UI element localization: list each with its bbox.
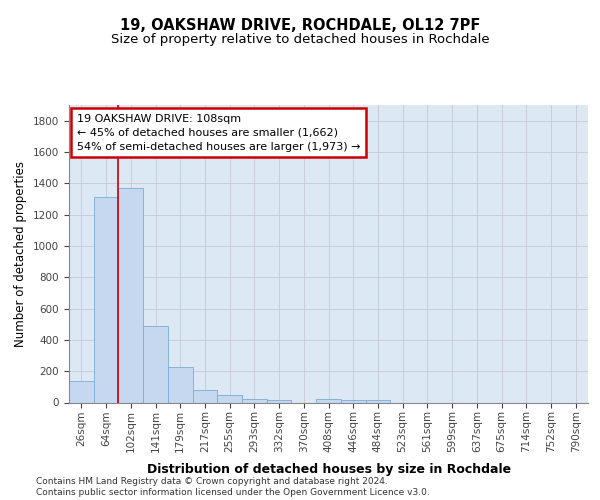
Text: 19 OAKSHAW DRIVE: 108sqm
← 45% of detached houses are smaller (1,662)
54% of sem: 19 OAKSHAW DRIVE: 108sqm ← 45% of detach…: [77, 114, 360, 152]
Bar: [143, 326, 168, 402]
Bar: [118, 188, 143, 402]
Y-axis label: Number of detached properties: Number of detached properties: [14, 161, 28, 347]
Text: Contains HM Land Registry data © Crown copyright and database right 2024.
Contai: Contains HM Land Registry data © Crown c…: [36, 478, 430, 497]
Text: 19, OAKSHAW DRIVE, ROCHDALE, OL12 7PF: 19, OAKSHAW DRIVE, ROCHDALE, OL12 7PF: [120, 18, 480, 34]
Bar: [94, 198, 118, 402]
Text: Distribution of detached houses by size in Rochdale: Distribution of detached houses by size …: [147, 462, 511, 475]
Bar: [69, 380, 94, 402]
Bar: [168, 368, 193, 402]
Bar: [365, 400, 390, 402]
Bar: [242, 398, 267, 402]
Bar: [341, 400, 365, 402]
Bar: [193, 390, 217, 402]
Bar: [217, 395, 242, 402]
Bar: [267, 400, 292, 402]
Bar: [316, 400, 341, 402]
Text: Size of property relative to detached houses in Rochdale: Size of property relative to detached ho…: [110, 32, 490, 46]
